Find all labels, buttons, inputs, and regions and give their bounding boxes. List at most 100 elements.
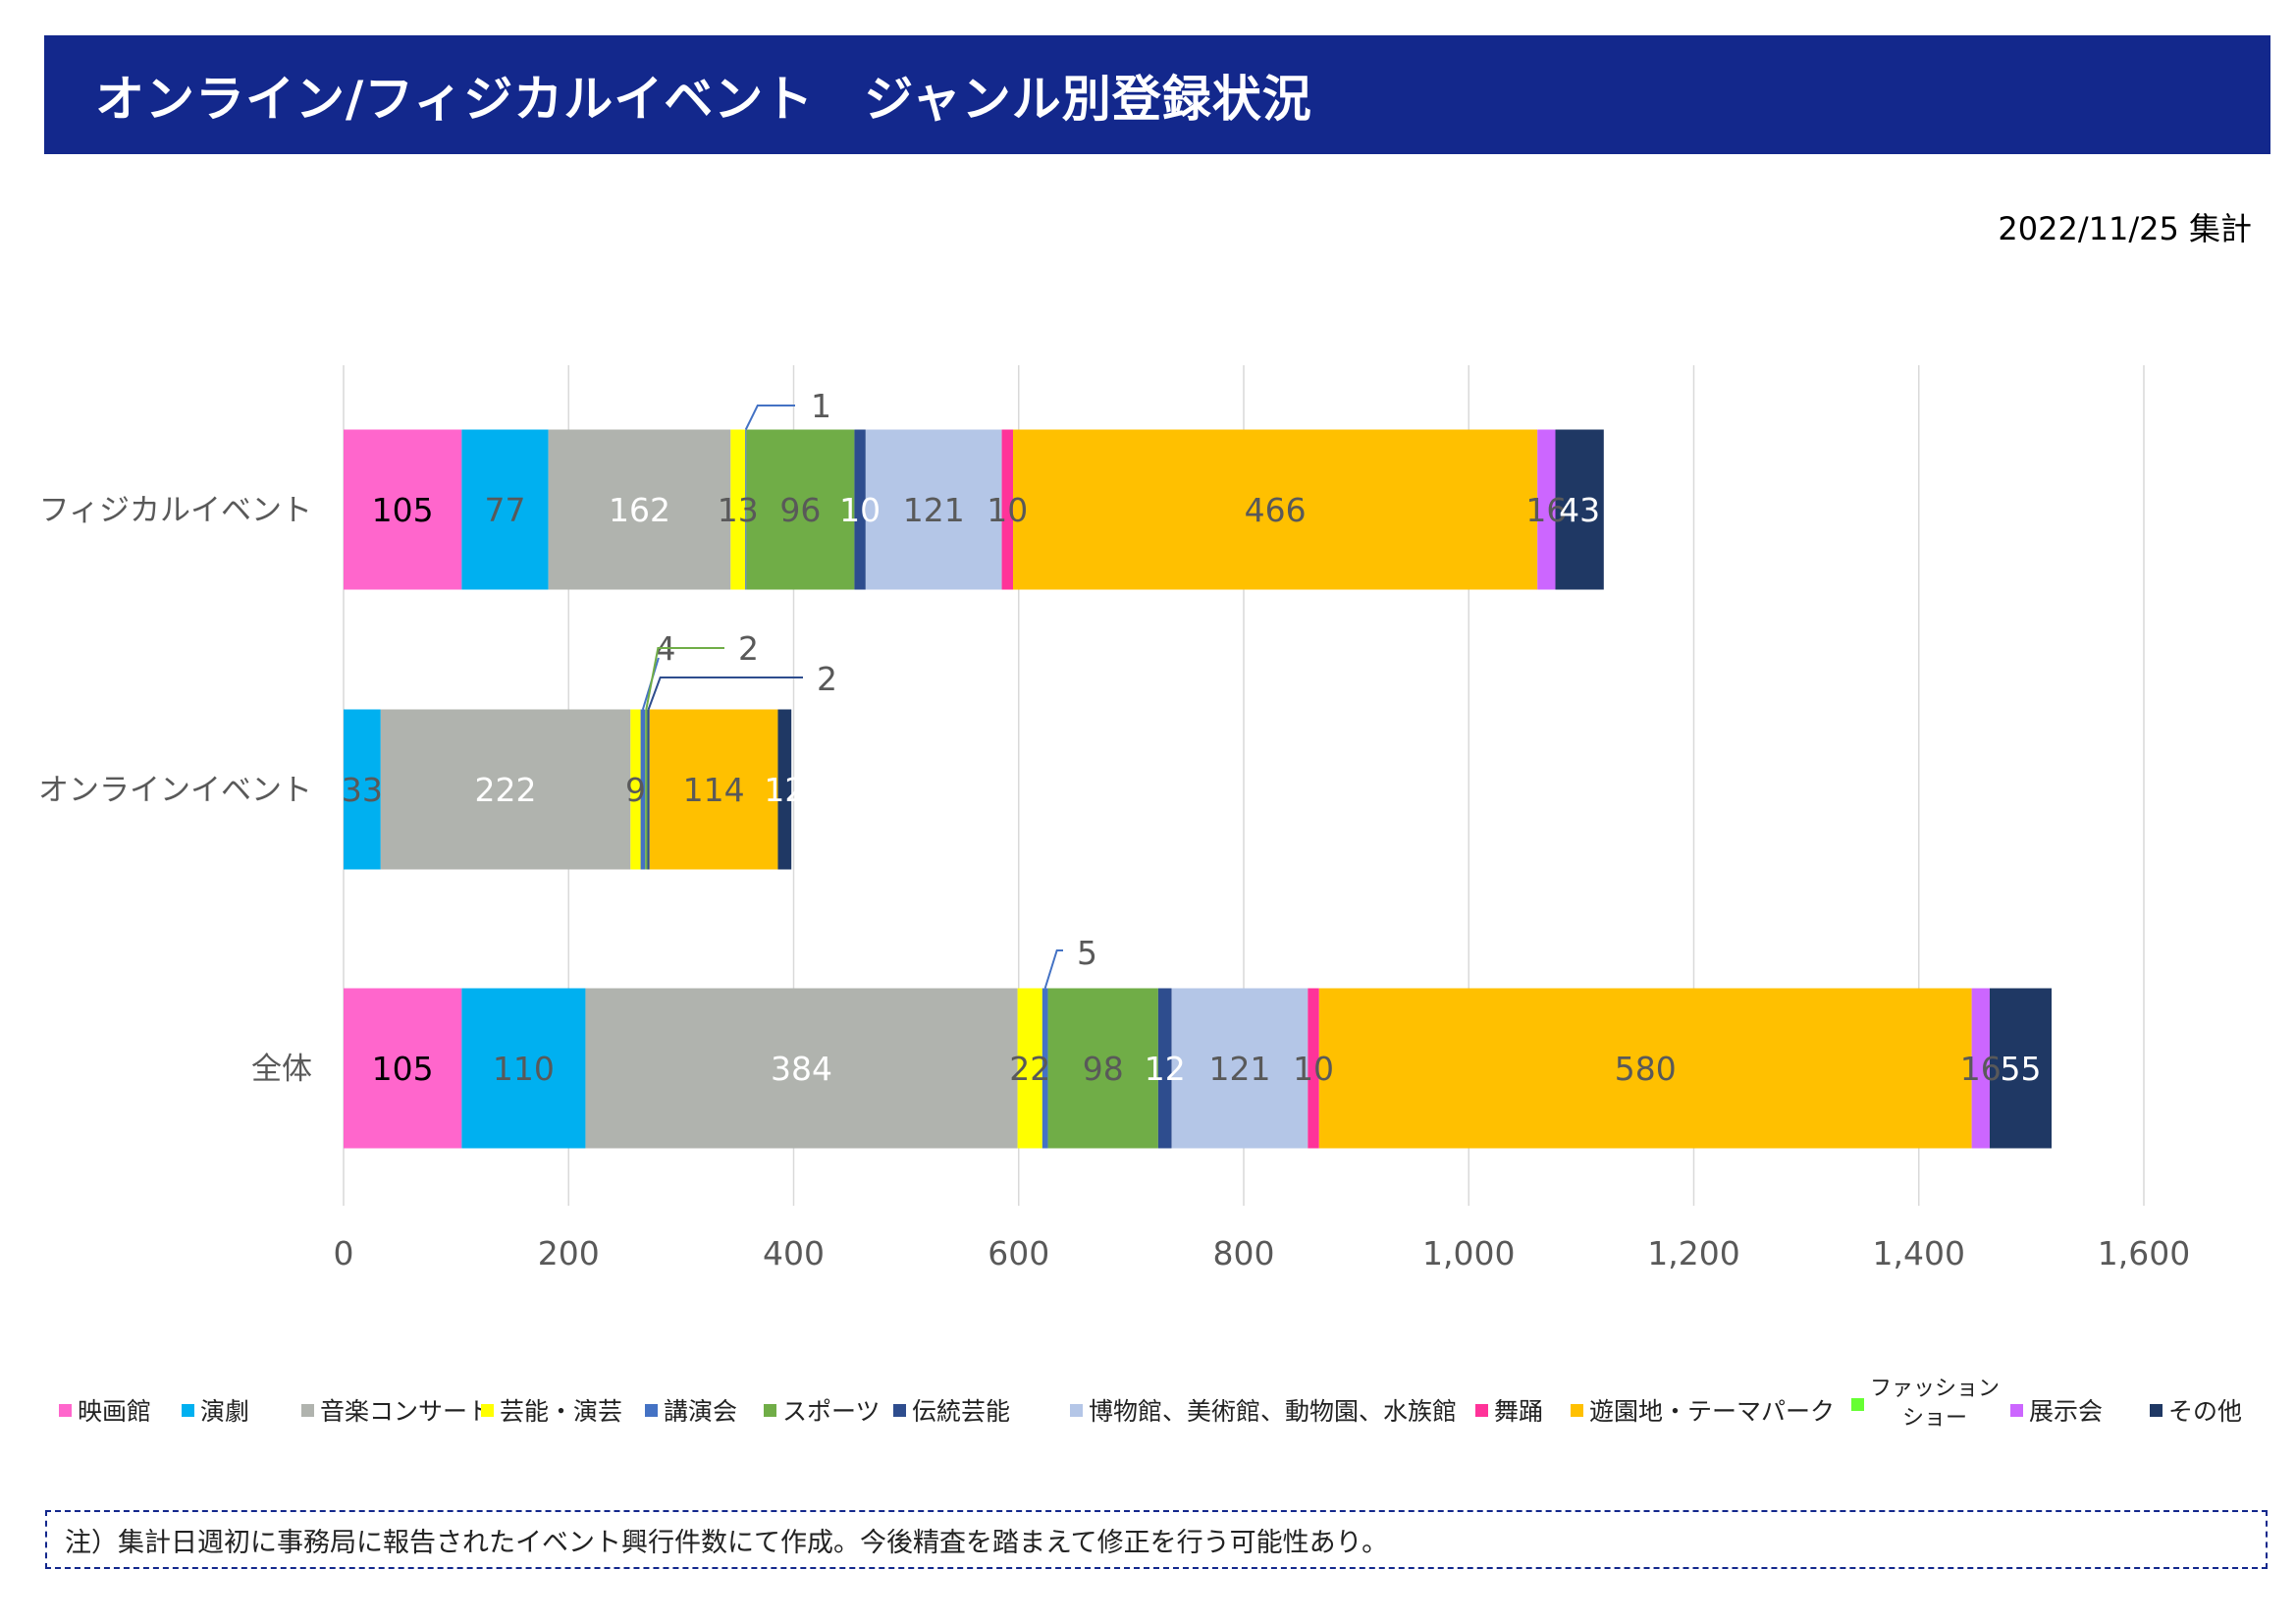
data-label: 16 [1525, 491, 1567, 529]
data-label: 43 [1559, 491, 1600, 529]
legend-item: 遊園地・テーマパーク [1571, 1392, 1835, 1428]
data-label: 16 [1960, 1050, 2002, 1088]
x-tick-label: 600 [988, 1234, 1049, 1272]
callout-label: 2 [738, 629, 759, 668]
bar-segment [1989, 988, 2053, 1149]
legend-label: その他 [2168, 1397, 2243, 1426]
bar-segment [344, 429, 462, 590]
bar-segment [745, 429, 747, 590]
data-label: 466 [1245, 491, 1307, 529]
bar-segment [746, 429, 855, 590]
bar-segment [461, 988, 586, 1149]
legend-item: 音楽コンサート [301, 1392, 492, 1428]
legend-label: 音楽コンサート [320, 1397, 493, 1426]
callout-leader [647, 677, 803, 710]
data-label: 96 [779, 491, 821, 529]
x-tick-label: 400 [763, 1234, 825, 1272]
bar-segment [1537, 429, 1556, 590]
legend-swatch [645, 1403, 658, 1417]
bar-segment [647, 709, 650, 870]
bar-segment [1171, 988, 1308, 1149]
legend-swatch [301, 1403, 314, 1417]
bar-segment [854, 429, 866, 590]
x-tick-label: 1,600 [2098, 1234, 2190, 1272]
data-label: 580 [1615, 1050, 1677, 1088]
bar-segment [380, 709, 631, 870]
data-label: 22 [1009, 1050, 1050, 1088]
x-tick-label: 800 [1213, 1234, 1275, 1272]
legend-item: 伝統芸能 [893, 1392, 1010, 1428]
title-banner: オンライン/フィジカルイベント ジャンル別登録状況 [44, 35, 2270, 154]
legend-swatch [764, 1403, 776, 1417]
page-title: オンライン/フィジカルイベント ジャンル別登録状況 [95, 70, 1312, 128]
callout-leader [645, 647, 724, 710]
legend-item: 展示会 [2010, 1392, 2103, 1428]
legend-label: 伝統芸能 [912, 1397, 1011, 1426]
x-tick-label: 1,200 [1647, 1234, 1739, 1272]
legend-swatch [1475, 1403, 1488, 1417]
legend-label: 映画館 [78, 1397, 152, 1426]
data-label: 121 [1208, 1050, 1270, 1088]
bar-segment [1157, 988, 1172, 1149]
data-label: 222 [475, 771, 537, 809]
bar-segment [461, 429, 549, 590]
data-label: 162 [609, 491, 670, 529]
callout-label: 1 [811, 387, 831, 425]
bar-segment [585, 988, 1018, 1149]
x-tick-label: 1,000 [1422, 1234, 1515, 1272]
data-label: 55 [2000, 1050, 2041, 1088]
bar-segment [1017, 988, 1042, 1149]
legend-swatch [2150, 1403, 2163, 1417]
bar-segment [1041, 988, 1048, 1149]
bar-segment [548, 429, 731, 590]
callout-leader [1043, 949, 1063, 989]
legend-item: 講演会 [645, 1392, 737, 1428]
legend-label: スポーツ [782, 1397, 881, 1426]
stacked-bar-chart: 0 200 400 600 800 1,000 1,200 1,400 1,600 フィジカルイベ… [38, 365, 2190, 1272]
footnote-text: 注）集計日週初に事務局に報告されたイベント興行件数にて作成。今後精査を踏まえて修… [65, 1527, 1389, 1558]
data-label: 105 [372, 1050, 434, 1088]
legend-label: 博物館、美術館、動物園、水族館 [1089, 1397, 1458, 1426]
legend-label: 展示会 [2029, 1397, 2104, 1426]
bar-segment [630, 709, 641, 870]
callout-label: 5 [1077, 934, 1097, 972]
bar-segment [730, 429, 746, 590]
bar-segment [1308, 988, 1319, 1149]
chart-legend: 映画館 演劇 音楽コンサート 芸能・演芸 講演会 スポーツ 伝統芸能 博物館、美術館、動物園、… [59, 1365, 2248, 1453]
data-label: 114 [683, 771, 745, 809]
legend-label: 芸能・演芸 [500, 1397, 623, 1426]
legend-item: 演劇 [182, 1392, 249, 1428]
data-label: 10 [839, 491, 881, 529]
bar-segment [1013, 429, 1538, 590]
data-label: 77 [484, 491, 525, 529]
data-label: 9 [625, 771, 646, 809]
data-label: 12 [764, 771, 805, 809]
legend-swatch [2010, 1403, 2023, 1417]
bar-segment [1001, 429, 1014, 590]
legend-item: 舞踊 [1475, 1392, 1543, 1428]
category-label: フィジカルイベント [39, 493, 312, 528]
bar-segment [640, 709, 646, 870]
date-stamp: 2022/11/25 集計 [1998, 210, 2252, 247]
legend-swatch [893, 1403, 906, 1417]
legend-item: スポーツ [764, 1392, 881, 1428]
bar-segment [649, 709, 778, 870]
x-tick-label: 200 [538, 1234, 600, 1272]
footnote-box: 注）集計日週初に事務局に報告されたイベント興行件数にて作成。今後精査を踏まえて修… [45, 1510, 2268, 1569]
data-label: 384 [771, 1050, 832, 1088]
legend-label: 舞踊 [1494, 1397, 1544, 1426]
legend-item: その他 [2150, 1392, 2242, 1428]
data-label: 10 [987, 491, 1028, 529]
data-label: 12 [1145, 1050, 1186, 1088]
legend-item: 映画館 [59, 1392, 151, 1428]
bar-segment [1971, 988, 1990, 1149]
data-label: 98 [1083, 1050, 1124, 1088]
data-label: 110 [493, 1050, 555, 1088]
data-label: 33 [342, 771, 383, 809]
legend-swatch [481, 1403, 494, 1417]
legend-label: 講演会 [664, 1397, 738, 1426]
bar-segment [1318, 988, 1972, 1149]
data-label: 121 [903, 491, 965, 529]
bar-segment [1047, 988, 1158, 1149]
bar-segment [344, 988, 462, 1149]
